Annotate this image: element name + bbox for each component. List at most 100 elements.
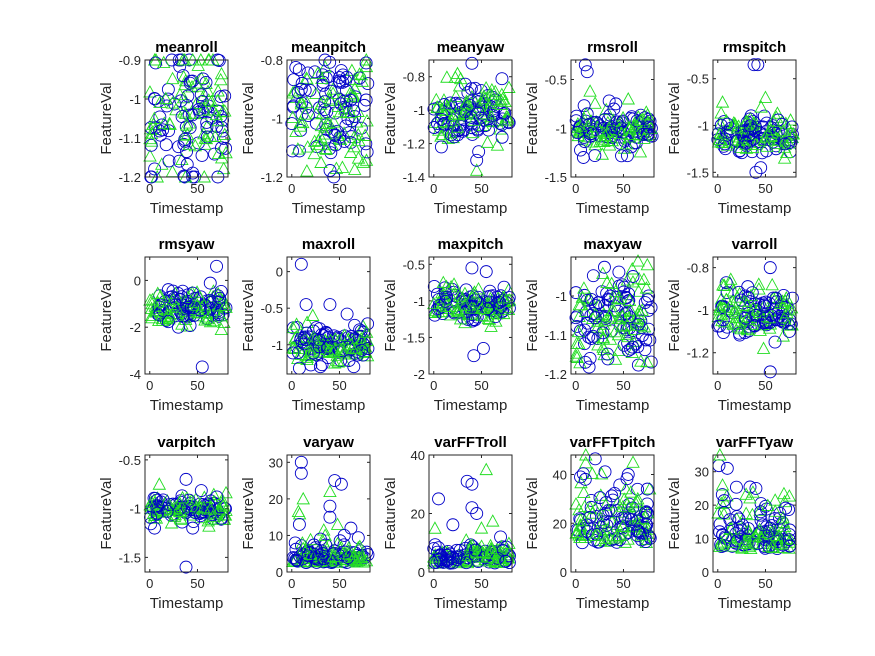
y-tick-label: -0.5: [119, 453, 141, 468]
x-tick-label: 0: [288, 378, 295, 393]
circle-marker: [319, 326, 333, 340]
circle-marker: [333, 75, 347, 89]
triangle-marker: [427, 296, 441, 310]
x-axis-label: Timestamp: [292, 595, 366, 612]
circle-marker: [761, 529, 775, 543]
markers: [427, 261, 517, 363]
x-axis-label: Timestamp: [292, 397, 366, 414]
x-tick-label: 50: [616, 576, 630, 591]
triangle-marker: [498, 113, 512, 127]
y-tick-label: -1.2: [687, 346, 709, 361]
triangle-marker: [748, 137, 763, 151]
circle-marker: [288, 536, 302, 550]
circle-marker: [583, 351, 597, 365]
circle-marker: [195, 360, 209, 374]
triangle-marker: [765, 539, 779, 553]
markers: [285, 53, 375, 184]
circle-marker: [186, 166, 200, 180]
triangle-marker: [214, 66, 229, 80]
circle-marker: [194, 88, 208, 102]
x-tick-label: 50: [474, 378, 488, 393]
markers: [711, 448, 798, 555]
triangle-marker: [173, 502, 187, 516]
triangle-marker: [165, 71, 180, 85]
circle-marker: [176, 69, 190, 83]
circle-marker: [465, 56, 479, 70]
triangle-marker: [596, 528, 610, 541]
circle-marker: [778, 137, 792, 151]
circle-marker: [183, 76, 197, 90]
circle-marker: [204, 503, 217, 517]
triangle-marker: [748, 529, 762, 542]
circle-marker: [720, 117, 734, 131]
triangle-marker: [195, 91, 210, 104]
triangle-marker: [212, 298, 226, 312]
triangle-marker: [155, 157, 169, 170]
triangle-marker: [571, 324, 586, 338]
y-tick-label: 0: [276, 265, 283, 280]
triangle-marker: [345, 63, 359, 76]
circle-marker: [502, 291, 516, 305]
circle-marker: [768, 335, 782, 349]
triangle-marker: [311, 133, 326, 146]
circle-marker: [578, 472, 592, 486]
y-axis-label: FeatureVal: [666, 279, 683, 351]
circle-marker: [177, 169, 191, 183]
triangle-marker: [596, 317, 611, 330]
circle-marker: [764, 308, 778, 322]
triangle-marker: [573, 518, 588, 531]
triangle-marker: [758, 90, 773, 103]
circle-marker: [214, 90, 228, 104]
triangle-marker: [770, 106, 785, 119]
circle-marker: [711, 127, 725, 141]
triangle-marker: [285, 110, 300, 123]
y-tick-label: 0: [418, 565, 425, 580]
circle-marker: [588, 311, 602, 325]
x-tick-label: 0: [572, 576, 579, 591]
axes-frame: [570, 454, 655, 573]
circle-marker: [294, 82, 308, 96]
triangle-marker: [212, 502, 227, 515]
triangle-marker: [611, 311, 626, 325]
triangle-marker: [174, 512, 188, 525]
triangle-marker: [474, 301, 489, 315]
circle-marker: [571, 126, 584, 140]
triangle-marker: [616, 499, 630, 513]
triangle-marker: [479, 462, 493, 476]
triangle-marker: [318, 60, 332, 73]
circle-marker: [328, 128, 342, 142]
triangle-marker: [216, 161, 231, 175]
x-tick-label: 0: [146, 576, 153, 591]
triangle-marker: [457, 298, 472, 311]
triangle-marker: [620, 273, 635, 286]
circle-marker: [324, 146, 338, 160]
x-tick-label: 0: [714, 181, 721, 196]
circle-marker: [199, 75, 213, 89]
triangle-marker: [344, 337, 358, 351]
triangle-marker: [209, 107, 224, 121]
triangle-marker: [314, 118, 329, 132]
triangle-marker: [443, 299, 457, 312]
circle-marker: [621, 468, 635, 481]
triangle-marker: [296, 541, 310, 555]
triangle-marker: [181, 290, 195, 303]
triangle-marker: [712, 132, 726, 145]
circle-marker: [754, 505, 768, 519]
triangle-marker: [430, 100, 444, 113]
circle-marker: [294, 332, 308, 346]
circle-marker: [578, 288, 592, 302]
triangle-marker: [637, 131, 651, 144]
circle-marker: [200, 116, 214, 129]
triangle-marker: [448, 70, 463, 83]
y-tick-label: -1.2: [545, 367, 567, 382]
triangle-marker: [573, 355, 587, 369]
triangle-marker: [192, 305, 207, 319]
triangle-marker: [291, 504, 306, 517]
circle-marker: [779, 501, 793, 515]
circle-marker: [214, 511, 228, 525]
subplot-title: varpitch: [157, 434, 215, 451]
circle-marker: [361, 342, 375, 355]
y-tick-label: 40: [411, 448, 425, 463]
triangle-marker: [585, 135, 599, 148]
triangle-marker: [717, 314, 732, 328]
